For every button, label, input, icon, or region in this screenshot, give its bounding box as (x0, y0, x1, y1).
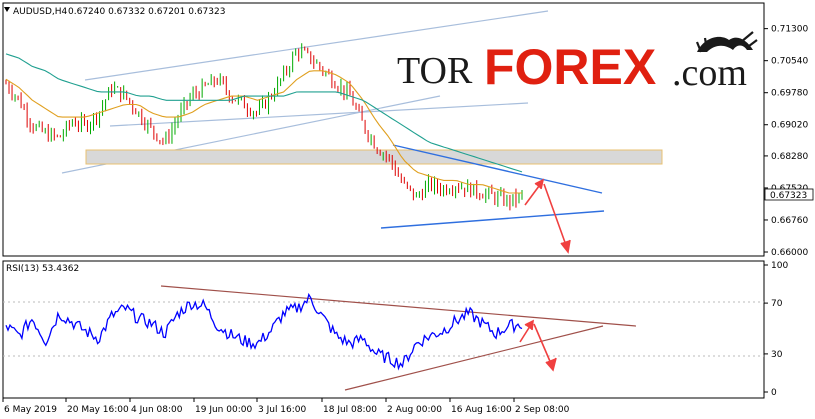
time-tick-label-0: 6 May 2019 (4, 405, 57, 415)
rsi-tick-label-0: 100 (771, 261, 788, 271)
time-tick-label-2: 4 Jun 08:00 (131, 405, 183, 415)
price-tick-label-0: 0.71300 (771, 25, 808, 35)
time-tick-label-7: 16 Aug 16:00 (451, 405, 512, 415)
rsi-tick-label-3: 0 (771, 388, 777, 398)
rsi-panel-frame (2, 260, 765, 399)
torforex-logo: TOR FOREX .com (397, 31, 758, 95)
current-price-label: 0.67323 (770, 191, 807, 201)
rsi-axis: 100 70 30 0 (764, 261, 788, 398)
price-tick-label-7: 0.66000 (771, 248, 808, 258)
support-zone (85, 149, 663, 165)
time-tick-label-8: 2 Sep 08:00 (515, 405, 570, 415)
time-axis: 6 May 2019 20 May 16:00 4 Jun 08:00 19 Jun … (2, 398, 570, 415)
price-tick-label-3: 0.69020 (771, 121, 808, 131)
forecast-arrow-down (543, 183, 571, 254)
svg-text:FOREX: FOREX (484, 39, 656, 95)
price-tick-label-6: 0.66760 (771, 216, 808, 226)
rsi-arrow-down (533, 323, 557, 372)
triangle-lower (380, 210, 605, 229)
price-tick-label-2: 0.69780 (771, 89, 808, 99)
rsi-series-line (5, 292, 523, 371)
forecast-arrow-up (524, 178, 545, 206)
candlestick-series (5, 43, 523, 211)
ohlc-values: 0.67240 0.67332 0.67201 0.67323 (68, 7, 225, 17)
rsi-trend-lower (344, 325, 604, 391)
time-tick-label-1: 20 May 16:00 (67, 405, 129, 415)
price-tick-label-1: 0.70540 (771, 57, 808, 67)
price-tick-label-4: 0.68280 (771, 152, 808, 162)
rsi-tick-label-2: 30 (771, 350, 783, 360)
time-tick-label-5: 18 Jul 08:00 (323, 405, 377, 415)
rsi-arrow-up (519, 319, 534, 343)
svg-text:.com: .com (672, 52, 747, 94)
symbol-label: AUDUSD,H4 (13, 7, 68, 17)
moving-average-fast (5, 70, 522, 194)
price-axis: 0.713000.705400.697800.690200.682800.675… (764, 25, 808, 258)
bull-bear-icon (695, 31, 758, 53)
rsi-trend-upper (160, 285, 637, 327)
time-tick-label-4: 3 Jul 16:00 (258, 405, 307, 415)
channel-upper (84, 10, 549, 81)
triangle-upper (392, 144, 603, 194)
moving-average-slow (5, 53, 523, 173)
rsi-title: RSI(13) 53.4362 (6, 264, 79, 274)
time-tick-label-6: 2 Aug 00:00 (387, 405, 442, 415)
channel-middle (109, 102, 529, 127)
rsi-tick-label-1: 70 (771, 299, 783, 309)
time-tick-label-3: 19 Jun 00:00 (195, 405, 252, 415)
dropdown-triangle-icon[interactable] (4, 7, 10, 12)
current-price-box (764, 188, 814, 201)
svg-text:TOR: TOR (397, 50, 473, 92)
